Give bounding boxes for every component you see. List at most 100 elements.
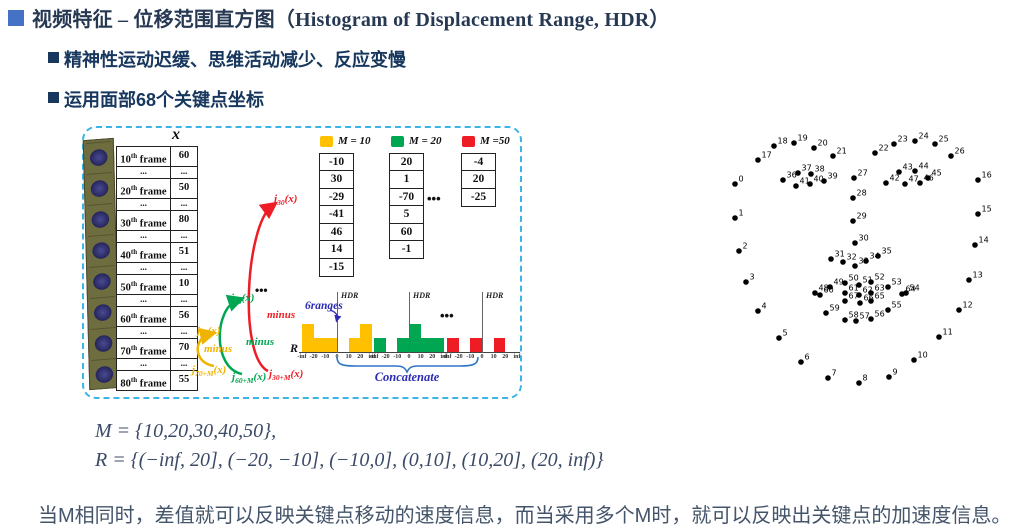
hist-bar (325, 338, 337, 352)
landmark-point (795, 170, 801, 176)
axis-tick: 10 (345, 354, 352, 360)
landmark-point (852, 240, 858, 246)
landmark-number: 40 (814, 175, 824, 184)
six-ranges-label: 6ranges (305, 300, 343, 312)
axis-tick: 0 (480, 354, 484, 360)
landmark-number: 22 (879, 144, 889, 153)
minus-arrow-yellow (196, 327, 218, 368)
legend-item-m10: M = 10 (320, 135, 371, 147)
landmark-number: 59 (830, 304, 840, 313)
landmark-point (811, 145, 817, 151)
landmark-number: 41 (800, 177, 810, 186)
landmark-point (825, 375, 831, 381)
difference-cell: -70 (389, 187, 424, 207)
table-row: 40th frame 51 (117, 243, 197, 263)
landmark-number: 63 (875, 284, 885, 293)
hist-bar (302, 324, 314, 352)
label-minus-yellow: minus (204, 343, 233, 355)
legend-label: M = 20 (409, 135, 442, 147)
label-j60M: j60+M(x) (232, 371, 267, 386)
axis-tick: -20 (309, 354, 318, 360)
table-row: 70th frame 70 (117, 339, 197, 359)
landmark-point (975, 177, 981, 183)
landmark-number: 35 (882, 247, 892, 256)
landmark-number: 31 (835, 250, 845, 259)
axis-tick: -inf (442, 354, 452, 360)
landmark-point (975, 211, 981, 217)
landmark-number: 58 (849, 311, 859, 320)
landmark-number: 66 (864, 294, 874, 303)
landmark-number: 14 (979, 236, 989, 245)
title-bullet-square-icon (8, 10, 24, 26)
landmark-number: 52 (875, 273, 885, 282)
value-column-m10: -10 30 -29 -41 46 14 -15 (319, 152, 354, 277)
landmark-point (851, 175, 857, 181)
table-row: 10th frame 60 (117, 147, 197, 167)
axis-tick: -10 (393, 354, 402, 360)
landmark-number: 48 (819, 284, 829, 293)
ellipsis: ••• (440, 308, 454, 323)
landmark-number: 20 (818, 139, 828, 148)
landmark-point (812, 290, 818, 296)
axis-tick: -inf (297, 354, 307, 360)
landmark-number: 11 (943, 328, 953, 337)
hist-bar (348, 338, 361, 352)
landmark-number: 23 (898, 135, 908, 144)
landmark-point (972, 242, 978, 248)
landmark-number: 28 (857, 189, 867, 198)
landmark-number: 49 (834, 278, 844, 287)
legend-label: M =50 (480, 135, 510, 147)
landmark-point (948, 153, 954, 159)
landmark-point (780, 177, 786, 183)
axis-tick: inf (513, 354, 521, 360)
axis-tick: 20 (357, 354, 364, 360)
landmark-point (842, 298, 848, 304)
hist-bar (408, 324, 421, 352)
landmark-point (827, 284, 833, 290)
concatenate-label: Concatenate (374, 370, 440, 384)
landmark-point (842, 317, 848, 323)
landmark-number: 43 (903, 163, 913, 172)
landmark-point (850, 218, 856, 224)
table-row: ...... (117, 199, 197, 211)
histogram-m50: HDR -inf -20 -10 0 10 20 inf (443, 291, 521, 360)
table-row: ...... (117, 263, 197, 275)
landmark-number: 60 (824, 286, 834, 295)
frame-table: 10th frame 60...... 20th frame 50...... 30th… (116, 146, 198, 391)
landmark-number: 46 (924, 174, 934, 183)
landmark-point (793, 183, 799, 189)
landmark-point (856, 292, 862, 298)
hist-bar (374, 338, 386, 352)
landmark-number: 2 (743, 242, 748, 251)
landmark-number: 30 (859, 234, 869, 243)
landmark-number: 25 (939, 135, 949, 144)
landmark-point (842, 290, 848, 296)
landmark-number: 19 (798, 134, 808, 143)
landmark-number: 57 (860, 312, 870, 321)
legend-swatch-yellow (320, 135, 333, 147)
legend-swatch-green (391, 135, 404, 147)
landmark-point (823, 310, 829, 316)
landmark-point (776, 335, 782, 341)
r-axis-label: R (290, 341, 299, 355)
landmark-point (830, 153, 836, 159)
table-row: 30th frame 80 (117, 211, 197, 231)
formula-r: R = {(−inf, 20], (−20, −10], (−10,0], (0… (95, 449, 604, 471)
landmark-point (840, 259, 846, 265)
table-row: ...... (117, 327, 197, 339)
hist-bar (420, 338, 433, 352)
table-row: ...... (117, 359, 197, 371)
landmark-number: 38 (815, 165, 825, 174)
landmark-point (966, 277, 972, 283)
table-row: ...... (117, 231, 197, 243)
landmark-number: 62 (863, 286, 873, 295)
landmark-number: 6 (805, 353, 810, 362)
landmark-point (886, 374, 892, 380)
landmark-number: 4 (762, 302, 767, 311)
label-j30M: j30+M(x) (269, 368, 304, 383)
landmark-number: 29 (857, 212, 867, 221)
landmark-number: 13 (973, 271, 983, 280)
landmark-point (853, 318, 859, 324)
